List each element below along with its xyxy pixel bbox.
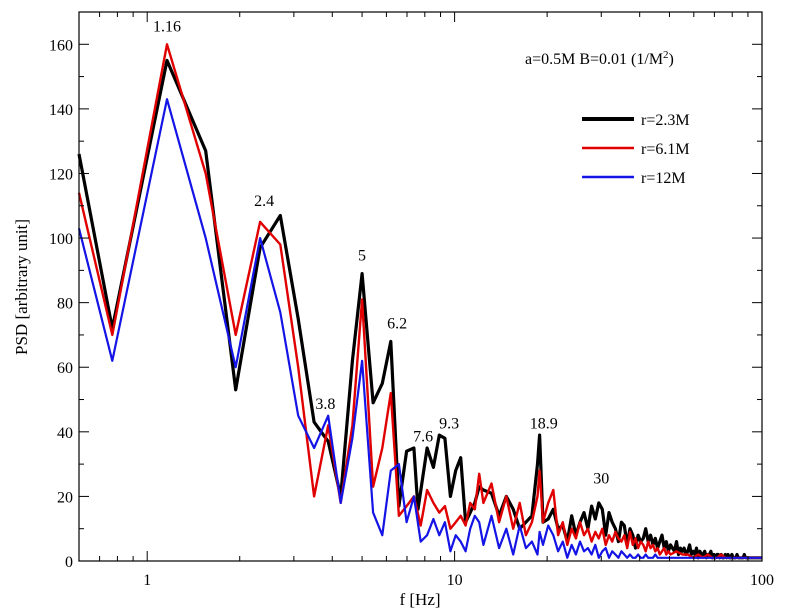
chart-annotation: a=0.5M B=0.01 (1/M2) <box>525 49 674 68</box>
legend-label-r12: r=12M <box>641 170 686 187</box>
x-tick-label: 100 <box>750 572 774 589</box>
legend-label-r23: r=2.3M <box>641 112 690 129</box>
peak-label: 6.2 <box>387 315 407 332</box>
peak-label: 30 <box>593 470 609 487</box>
peak-label: 1.16 <box>153 18 181 35</box>
axis-ticks: 0 20 40 60 80 100 120 140 160 1 10 100 <box>49 12 774 589</box>
annotation-superscript: 2 <box>663 49 669 61</box>
y-tick-label: 120 <box>49 166 73 183</box>
x-tick-label: 1 <box>143 572 151 589</box>
plot-frame <box>78 11 763 562</box>
peak-label: 3.8 <box>315 396 335 413</box>
y-tick-label: 20 <box>57 489 73 506</box>
y-tick-label: 160 <box>49 37 73 54</box>
y-tick-label: 0 <box>65 554 73 571</box>
y-tick-label: 80 <box>57 296 73 313</box>
peak-labels: 1.16 2.4 5 6.2 3.8 7.6 9.3 18.9 30 <box>153 18 609 487</box>
peak-label: 7.6 <box>413 429 433 446</box>
series-layer <box>77 43 763 560</box>
x-tick-label: 10 <box>447 572 463 589</box>
peak-label: 5 <box>358 248 366 265</box>
peak-label: 2.4 <box>254 193 274 210</box>
peak-label: 9.3 <box>439 416 459 433</box>
y-tick-label: 40 <box>57 425 73 442</box>
y-tick-label: 140 <box>49 102 73 119</box>
y-tick-label: 60 <box>57 360 73 377</box>
x-axis-label: f [Hz] <box>399 590 440 609</box>
legend: r=2.3M r=6.1M r=12M <box>582 112 690 187</box>
peak-label: 18.9 <box>530 416 558 433</box>
legend-label-r61: r=6.1M <box>641 141 690 158</box>
series-line-3 <box>77 98 762 559</box>
y-tick-label: 100 <box>49 231 73 248</box>
y-axis-label: PSD [arbitrary unit] <box>12 219 31 355</box>
